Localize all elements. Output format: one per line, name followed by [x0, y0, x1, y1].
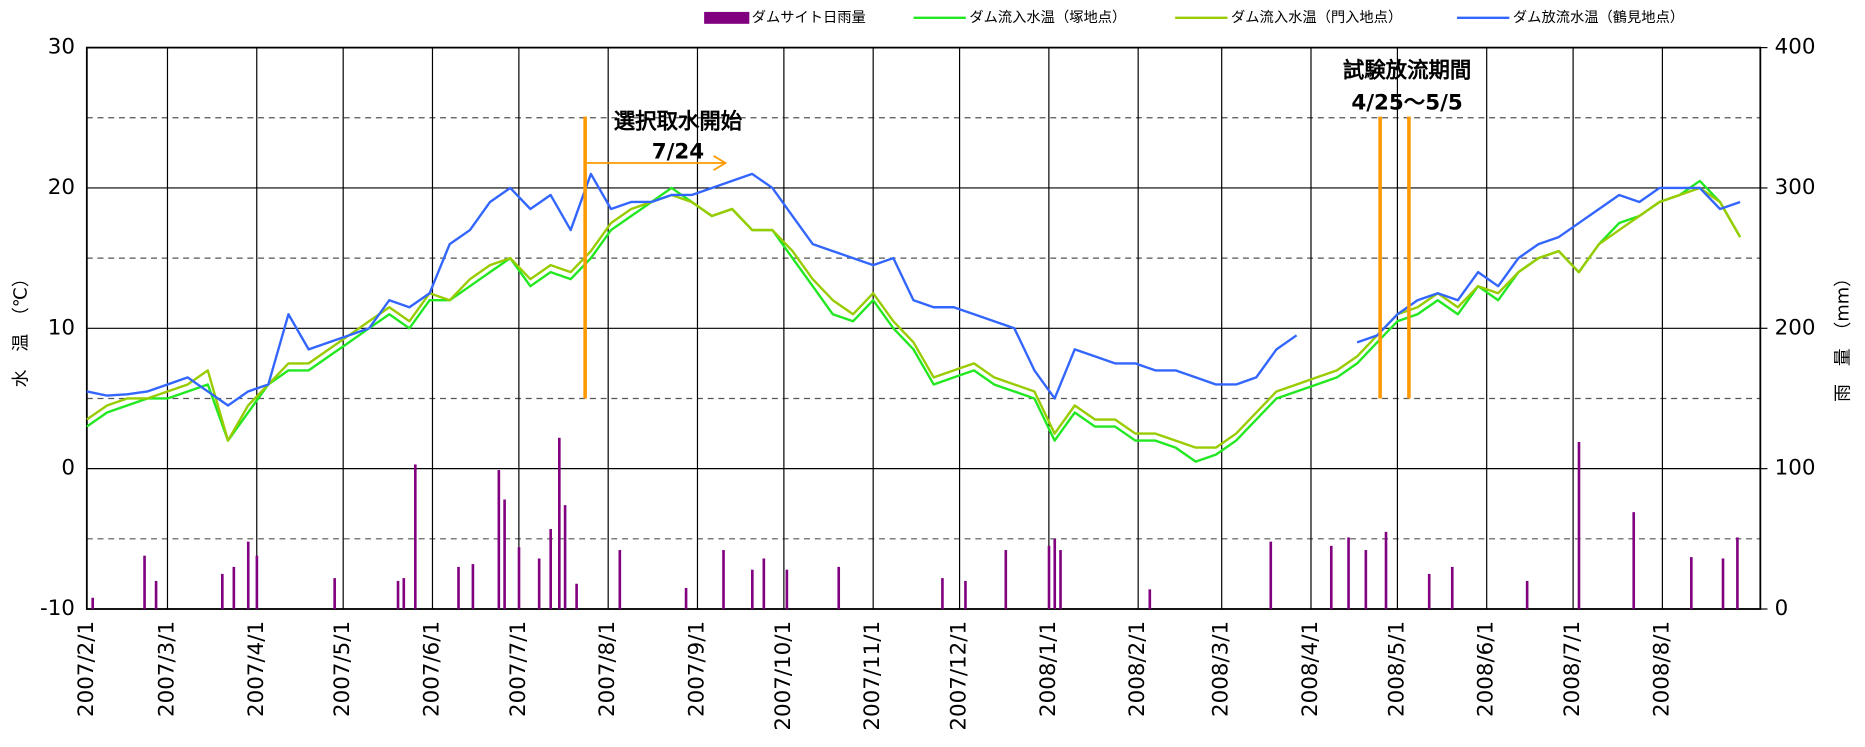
x-tick-label: 2008/6/1 — [1474, 621, 1499, 717]
rain-bar — [1004, 550, 1008, 610]
x-tick-label: 2008/4/1 — [1298, 621, 1323, 717]
y2-tick-label: 0 — [1775, 596, 1789, 621]
y-tick-label: 10 — [48, 315, 75, 340]
y2-tick-label: 200 — [1775, 315, 1816, 340]
rain-bar — [396, 580, 400, 610]
y-tick-label: 20 — [48, 175, 75, 200]
annotation: 4/25～5/5 — [1351, 91, 1462, 116]
x-tick-label: 2007/5/1 — [330, 621, 355, 717]
rain-bar — [558, 437, 561, 610]
legend-swatch — [704, 11, 750, 24]
x-tick-label: 2008/1/1 — [1036, 621, 1061, 717]
rain-bar — [1690, 557, 1693, 610]
rain-bar — [1364, 550, 1368, 610]
rain-bar — [537, 558, 541, 610]
rain-bar — [1047, 545, 1051, 610]
y-tick-label: 30 — [48, 35, 75, 60]
x-tick-label: 2008/8/1 — [1649, 621, 1674, 717]
x-tick-label: 2007/3/1 — [154, 621, 179, 717]
rain-bar — [684, 587, 688, 610]
rain-bar — [618, 550, 622, 610]
rain-bar — [964, 580, 967, 610]
rain-bar — [575, 583, 578, 610]
arrow-head — [713, 155, 728, 171]
x-tick-label: 2007/7/1 — [506, 621, 531, 717]
x-tick-label: 2007/6/1 — [419, 621, 444, 717]
rain-bar — [1148, 589, 1152, 610]
rain-bar — [503, 499, 506, 610]
rain-bar — [1721, 558, 1725, 610]
rain-bar — [457, 566, 460, 610]
rain-bar — [785, 569, 789, 610]
rain-bar — [246, 541, 250, 610]
x-tick-label: 2007/11/1 — [860, 621, 885, 731]
rain-bar — [941, 578, 944, 610]
legend-label: ダム流入水温（門入地点） — [1231, 9, 1402, 26]
annotation: 7/24 — [652, 139, 704, 164]
rain-bar — [154, 580, 158, 610]
x-tick-label: 2008/3/1 — [1209, 621, 1234, 717]
rain-bar — [1577, 441, 1581, 610]
rain-bar — [751, 569, 754, 610]
rain-bar — [1632, 512, 1636, 610]
x-tick-label: 2007/12/1 — [947, 621, 972, 731]
rain-bar — [1427, 573, 1431, 610]
y2-tick-label: 300 — [1775, 175, 1816, 200]
x-tick-label: 2007/10/1 — [771, 621, 796, 731]
rain-bar — [143, 555, 146, 610]
rain-bar — [1059, 550, 1062, 610]
rain-bar — [1384, 531, 1388, 610]
rain-bar — [1450, 566, 1454, 610]
rain-bar — [232, 566, 236, 610]
y2-tick-label: 400 — [1775, 35, 1816, 60]
annotation: 選択取水開始 — [614, 109, 743, 135]
rain-bar — [1329, 545, 1333, 610]
annotation: 試験放流期間 — [1343, 57, 1471, 83]
y-axis-label: 水 温 （℃） — [10, 269, 31, 387]
legend-label: ダム流入水温（塚地点） — [969, 9, 1126, 26]
rain-bar — [549, 529, 552, 610]
x-tick-label: 2008/5/1 — [1384, 621, 1409, 717]
x-tick-label: 2008/7/1 — [1560, 621, 1585, 717]
rain-bar — [414, 464, 417, 610]
rain-bar — [762, 558, 766, 610]
rain-bar — [471, 564, 475, 610]
rain-bar — [563, 505, 567, 610]
temperature-line — [86, 172, 1741, 407]
rain-bar — [1525, 580, 1529, 610]
x-tick-label: 2007/2/1 — [74, 621, 99, 717]
legend-label: ダム放流水温（鶴見地点） — [1513, 9, 1684, 26]
rain-bar — [333, 578, 336, 610]
rain-bar — [722, 550, 725, 610]
rain-bar — [255, 555, 259, 610]
temperature-line — [86, 186, 1742, 449]
y-tick-label: 0 — [61, 456, 75, 481]
y-tick-label: -10 — [40, 596, 75, 621]
rain-bar — [1053, 538, 1057, 610]
rain-bar — [91, 597, 95, 610]
rain-bar — [1347, 537, 1350, 610]
rain-bar — [497, 470, 501, 610]
rain-bar — [517, 547, 521, 610]
x-tick-label: 2008/2/1 — [1125, 621, 1150, 717]
rain-bar — [1736, 537, 1739, 610]
y2-axis-label: 雨 量 （mm） — [1833, 269, 1854, 402]
rain-bar — [1269, 541, 1273, 610]
rain-bar — [402, 578, 406, 610]
x-tick-label: 2007/4/1 — [244, 621, 269, 717]
x-tick-label: 2007/8/1 — [595, 621, 620, 717]
rain-bar — [221, 573, 224, 610]
legend-label: ダムサイト日雨量 — [752, 9, 866, 26]
y2-tick-label: 100 — [1775, 456, 1816, 481]
rain-bar — [837, 566, 841, 610]
x-tick-label: 2007/9/1 — [684, 621, 709, 717]
temperature-line — [86, 179, 1742, 463]
